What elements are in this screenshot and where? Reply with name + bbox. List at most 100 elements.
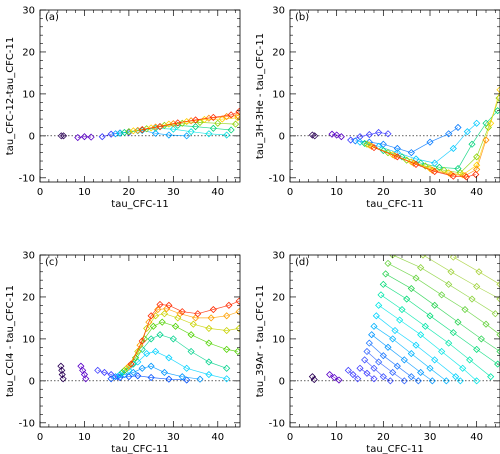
x-tick-label: 10 [78, 432, 91, 443]
data-point [375, 358, 383, 366]
data-point [472, 170, 480, 179]
data-point [445, 130, 453, 138]
data-point [393, 362, 401, 370]
series-line-6 [364, 110, 498, 169]
data-point [194, 310, 202, 318]
data-point [165, 131, 173, 139]
data-point [171, 322, 180, 330]
data-point [370, 322, 378, 330]
data-point [58, 366, 66, 374]
series-line-10 [373, 147, 476, 178]
series-line-17 [422, 255, 500, 300]
data-point [426, 312, 434, 320]
data-point [442, 377, 450, 385]
data-point [491, 310, 499, 318]
data-point [393, 153, 401, 161]
x-axis-title: tau_CFC-11 [366, 199, 423, 210]
y-tick-label: -10 [269, 418, 285, 429]
data-point [407, 284, 415, 293]
x-tick-label: 20 [123, 432, 136, 443]
series-line-7 [369, 342, 419, 382]
data-point [223, 312, 231, 320]
data-point [82, 375, 90, 383]
data-point [98, 133, 106, 141]
data-point [400, 356, 408, 364]
data-point [445, 339, 453, 347]
y-tick-label: 20 [272, 47, 285, 58]
x-tick-label: 10 [330, 432, 343, 443]
data-point [440, 166, 448, 174]
data-point [235, 297, 240, 305]
data-point [214, 119, 222, 127]
data-point [379, 352, 387, 360]
data-point [417, 264, 425, 272]
series-line-15 [387, 263, 500, 335]
y-tick-label: 10 [22, 89, 35, 100]
data-point [421, 322, 429, 330]
x-tick-label: 30 [167, 187, 180, 198]
data-point [223, 326, 231, 335]
data-point [389, 368, 397, 377]
data-point [178, 308, 186, 316]
plot-frame [39, 254, 241, 428]
plot-frame [39, 9, 241, 183]
data-point [368, 331, 376, 339]
data-point [223, 364, 231, 372]
data-point [389, 335, 397, 343]
x-tick-label: 30 [167, 432, 180, 443]
data-point [351, 137, 359, 145]
y-axis-title: tau_39Ar - tau_CFC-11 [255, 285, 266, 397]
data-point [187, 347, 195, 356]
data-point [370, 144, 378, 152]
data-point [191, 123, 200, 131]
x-tick-label: 0 [37, 187, 43, 198]
data-point [384, 343, 392, 351]
data-point [426, 138, 434, 146]
data-point [496, 331, 500, 339]
panel-3: (c)0 10 20 30 40-100102030tau_CFC-11tau_CCl4… [5, 251, 241, 454]
series-line-5 [115, 365, 201, 380]
data-point [189, 320, 197, 328]
y-tick-label: 20 [272, 292, 285, 303]
data-point [365, 339, 373, 347]
y-tick-label: 0 [279, 376, 285, 387]
x-tick-label: 10 [78, 187, 91, 198]
data-point [379, 373, 387, 381]
x-axis-title: tau_CFC-11 [366, 444, 423, 454]
data-point [456, 377, 464, 385]
data-point [335, 376, 343, 384]
data-point [449, 144, 457, 153]
y-tick-label: 10 [22, 334, 35, 345]
y-tick-label: 30 [22, 6, 35, 17]
data-point [487, 373, 495, 381]
data-point [438, 291, 446, 299]
series-line-10 [142, 111, 240, 130]
data-point [183, 132, 191, 140]
data-point [473, 377, 481, 385]
data-point [174, 119, 182, 127]
data-point [80, 133, 89, 141]
series-line-11 [378, 305, 477, 382]
data-point [393, 144, 401, 153]
data-point [149, 322, 157, 330]
data-point [438, 347, 446, 356]
data-point [449, 329, 457, 337]
data-point [57, 362, 65, 370]
y-tick-label: -10 [269, 173, 285, 184]
data-point [468, 295, 476, 303]
data-point [231, 120, 240, 128]
data-point [223, 345, 231, 353]
data-point [344, 366, 352, 374]
data-point [207, 314, 215, 322]
series-line-13 [383, 284, 498, 365]
series-group [57, 297, 240, 384]
data-point [496, 86, 500, 94]
data-point [473, 345, 481, 353]
data-point [459, 364, 467, 372]
data-point [57, 132, 65, 140]
data-point [461, 305, 469, 314]
x-axis-title: tau_CFC-11 [111, 199, 168, 210]
y-tick-label: 20 [22, 47, 35, 58]
x-axis-title: tau_CFC-11 [111, 444, 168, 454]
data-point [407, 350, 415, 358]
